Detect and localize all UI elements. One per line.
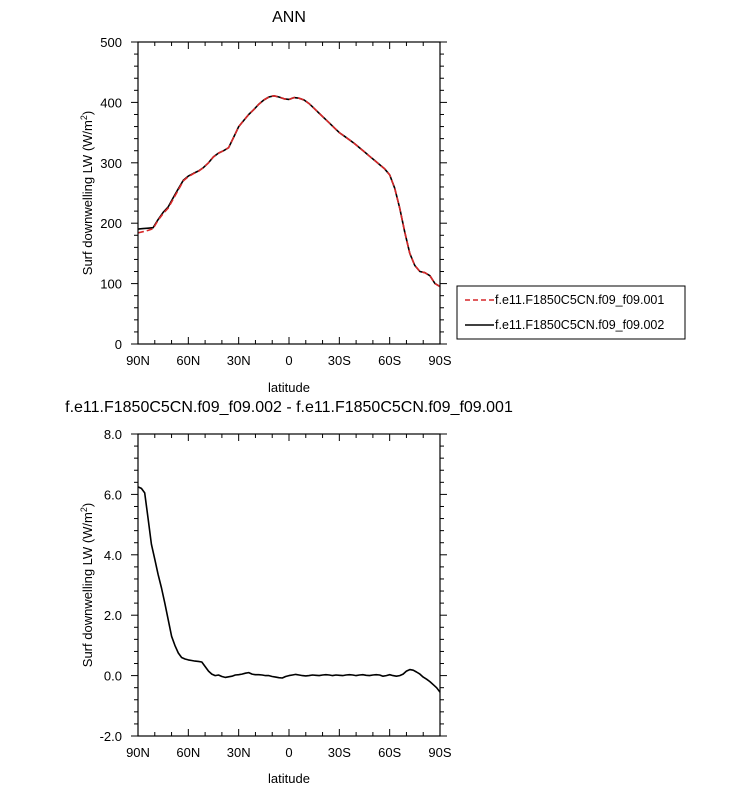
panel-1-ytick-label-2: 200 bbox=[100, 216, 122, 231]
panel-1-ytick-label-0: 0 bbox=[115, 337, 122, 352]
panel-2-ytick-label-2: 2.0 bbox=[104, 608, 122, 623]
panel-2-ytick-label-4: 6.0 bbox=[104, 487, 122, 502]
panel-2-frame bbox=[137, 433, 441, 737]
panel-2-xtick-label-1: 60N bbox=[176, 745, 200, 760]
panel-1-xtick-label-5: 60S bbox=[378, 353, 401, 368]
panel-1-plot-area: 90N 60N 30N 0 30S 60S 90S 0 100 200 300 400 500 bbox=[100, 35, 452, 368]
legend-box bbox=[456, 285, 686, 340]
panel-1-xtick-label-0: 90N bbox=[126, 353, 150, 368]
panel-2-x-axis-label: latitude bbox=[268, 771, 310, 786]
panel-1-y-axis-label: Surf downwelling LW (W/m2) bbox=[79, 111, 95, 275]
panel-2-xtick-label-6: 90S bbox=[428, 745, 451, 760]
panel-1-title: ANN bbox=[272, 9, 306, 26]
panel-2-xtick-label-0: 90N bbox=[126, 745, 150, 760]
legend: f.e11.F1850C5CN.f09_f09.001 f.e11.F1850C… bbox=[456, 285, 686, 340]
panel-1-series-line-1 bbox=[137, 95, 441, 288]
panel-2-ytick-label-5: 8.0 bbox=[104, 427, 122, 442]
panel-2-xtick-label-5: 60S bbox=[378, 745, 401, 760]
panel-2-y-axis-label-sup: 2 bbox=[79, 507, 89, 512]
panel-1-frame bbox=[137, 41, 441, 345]
legend-label-series-2: f.e11.F1850C5CN.f09_f09.002 bbox=[495, 318, 664, 332]
panel-2-xtick-label-2: 30N bbox=[227, 745, 251, 760]
panel-1: ANN 90N 60N 30N 0 30S 60S 90S0100200300400500 … bbox=[79, 9, 686, 395]
panel-2-ytick-label-1: 0.0 bbox=[104, 669, 122, 684]
panel-1-xtick-label-1: 60N bbox=[176, 353, 200, 368]
legend-label-series-1: f.e11.F1850C5CN.f09_f09.001 bbox=[495, 293, 664, 307]
panel-2: f.e11.F1850C5CN.f09_f09.002 - f.e11.F185… bbox=[65, 399, 513, 786]
panel-1-xtick-label-4: 30S bbox=[328, 353, 351, 368]
panel-1-xtick-label-2: 30N bbox=[227, 353, 251, 368]
panel-2-title: f.e11.F1850C5CN.f09_f09.002 - f.e11.F185… bbox=[65, 399, 513, 416]
panel-1-y-axis-label-close: ) bbox=[80, 111, 95, 115]
panel-1-xtick-label-6: 90S bbox=[428, 353, 451, 368]
panel-2-y-axis-label: Surf downwelling LW (W/m2) bbox=[79, 503, 95, 667]
panel-2-xtick-label-4: 30S bbox=[328, 745, 351, 760]
panel-2-y-axis-label-main: Surf downwelling LW (W/m bbox=[80, 512, 95, 667]
panel-1-ytick-label-1: 100 bbox=[100, 277, 122, 292]
panel-1-y-axis-label-main: Surf downwelling LW (W/m bbox=[80, 120, 95, 275]
panel-2-y-axis-label-close: ) bbox=[80, 503, 95, 507]
panel-1-ytick-label-3: 300 bbox=[100, 156, 122, 171]
panel-1-y-axis-label-sup: 2 bbox=[79, 115, 89, 120]
panel-2-plot-area: 90N 60N 30N 0 30S 60S 90S -2.0 0.0 2.0 4.0 6.0 8.0 bbox=[100, 427, 452, 760]
panel-1-xtick-label-3: 0 bbox=[285, 353, 292, 368]
panel-1-ytick-label-5: 500 bbox=[100, 35, 122, 50]
panel-2-ytick-label-0: -2.0 bbox=[100, 729, 122, 744]
panel-2-ytick-label-3: 4.0 bbox=[104, 548, 122, 563]
panel-1-ytick-label-4: 400 bbox=[100, 95, 122, 110]
panel-2-series-line-1 bbox=[137, 486, 441, 693]
panel-1-x-axis-label: latitude bbox=[268, 380, 310, 395]
panel-2-xtick-label-3: 0 bbox=[285, 745, 292, 760]
